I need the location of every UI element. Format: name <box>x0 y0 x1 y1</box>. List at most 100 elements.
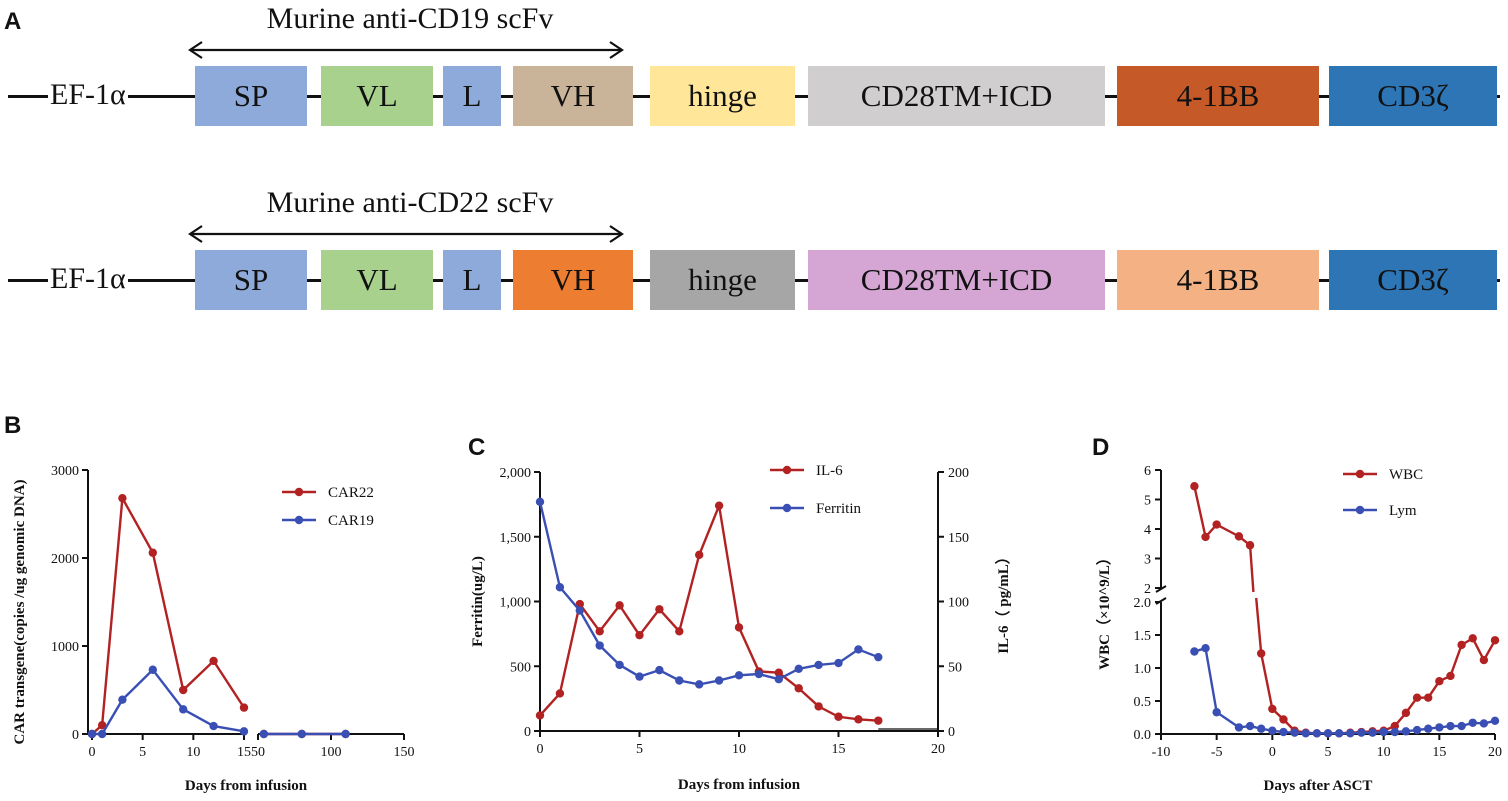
lym-point <box>1368 728 1377 737</box>
il-6-point <box>814 702 823 711</box>
wbc-point <box>1479 655 1489 665</box>
lym-point <box>1357 728 1366 737</box>
y-axis-title-right: IL-6（ pg/mL） <box>994 549 1012 654</box>
il-6-point <box>555 689 565 698</box>
segment-vl: VL <box>321 66 433 126</box>
x-tick-label: -5 <box>1211 745 1223 760</box>
y-tick-label-left: 1,500 <box>500 531 532 546</box>
y-tick-label-upper: 3 <box>1144 553 1151 568</box>
ferritin-point <box>854 645 863 654</box>
lym-point <box>1435 723 1444 732</box>
lym-point <box>1279 727 1288 737</box>
segment-cd28tm-icd: CD28TM+ICD <box>808 250 1105 310</box>
lym-point <box>1424 724 1433 733</box>
car22-point <box>148 548 157 557</box>
lym-point <box>1334 729 1344 738</box>
segment-4-1bb: 4-1BB <box>1117 250 1319 310</box>
wbc-legend-label: WBC <box>1389 467 1423 483</box>
segment-vh: VH <box>513 66 633 126</box>
x-axis-title: Days after ASCT <box>1264 778 1373 794</box>
lym-legend-marker <box>1355 505 1365 515</box>
car22-line <box>91 494 246 735</box>
car22-point <box>239 703 249 712</box>
x-tick-label: 5 <box>1325 745 1332 760</box>
x-tick-label: 10 <box>1377 745 1391 760</box>
lym-point <box>1234 723 1244 732</box>
ferritin-point <box>675 676 684 685</box>
ferritin-point <box>615 660 624 670</box>
x-tick-label: 100 <box>321 745 342 760</box>
wbc-point <box>1212 520 1221 529</box>
car19-point <box>87 729 97 739</box>
car19-legend-marker <box>294 515 304 525</box>
car19-point <box>209 721 218 731</box>
y-tick-label-left: 0 <box>524 725 531 740</box>
ferritin-point <box>754 669 764 679</box>
y-tick-label-upper: 2 <box>1144 582 1151 597</box>
il-6-legend-marker <box>782 465 792 475</box>
lym-point <box>1457 721 1466 731</box>
ferritin-legend-marker <box>782 503 792 513</box>
wbc-point <box>1490 636 1500 645</box>
segment-cd3-: CD3ζ <box>1329 66 1497 126</box>
x-tick-label: -10 <box>1152 745 1171 760</box>
car22-point <box>118 493 127 503</box>
wbc-point <box>1412 693 1422 702</box>
ferritin-point <box>794 664 803 674</box>
car19-legend-label: CAR19 <box>328 513 374 529</box>
x-tick-label: 20 <box>1488 745 1502 760</box>
y-tick-label-right: 50 <box>948 660 962 675</box>
car19-point <box>341 729 350 739</box>
promoter-label: EF-1α <box>48 78 128 111</box>
lym-point <box>1312 729 1322 738</box>
y-axis-title-left: Ferritin(ug/L) <box>470 556 486 647</box>
wbc-point <box>1279 715 1288 724</box>
car22-point <box>97 721 107 730</box>
segment-vh: VH <box>513 250 633 310</box>
il-6-point <box>655 605 664 614</box>
lym-point <box>1257 724 1266 733</box>
panel-label-a: A <box>4 8 22 35</box>
ferritin-point <box>834 658 843 668</box>
ferritin-point <box>575 606 584 615</box>
car19-point <box>97 729 107 739</box>
x-tick-label: 10 <box>732 742 746 757</box>
wbc-point <box>1257 649 1266 658</box>
ferritin-point <box>535 497 545 506</box>
wbc-point <box>1390 721 1399 731</box>
ferritin-point <box>714 676 724 685</box>
y-tick-label: 3000 <box>51 464 79 479</box>
lym-point <box>1290 728 1299 737</box>
car22-point <box>209 656 218 666</box>
wbc-point <box>1268 704 1277 714</box>
il-6-point <box>794 684 803 693</box>
il-6-point <box>615 601 624 610</box>
wbc-point <box>1457 640 1466 650</box>
il-6-line <box>539 501 879 722</box>
scfv-title: Murine anti-CD22 scFv <box>266 186 554 219</box>
x-tick-label: 20 <box>931 742 945 757</box>
x-tick-label: 0 <box>1269 745 1276 760</box>
lym-point <box>1190 647 1199 656</box>
ferritin-point <box>695 680 704 689</box>
il-6-point <box>834 712 843 721</box>
car19-point <box>179 705 188 714</box>
wbc-point <box>1234 532 1244 541</box>
y-tick-label-right: 200 <box>948 466 969 481</box>
ferritin-point <box>555 583 565 592</box>
ferritin-point <box>814 660 823 670</box>
x-tick-label: 50 <box>251 745 265 760</box>
y-axis-title: CAR transgene(copies /ug genomic DNA) <box>12 480 28 745</box>
il-6-point <box>774 668 783 677</box>
lym-point <box>1446 721 1455 731</box>
lym-point <box>1401 727 1411 736</box>
segment-hinge: hinge <box>650 250 795 310</box>
il-6-point <box>595 627 604 636</box>
y-tick-label-upper: 4 <box>1144 523 1151 538</box>
x-tick-label: 15 <box>237 745 251 760</box>
il-6-point <box>695 550 704 560</box>
lym-legend-label: Lym <box>1389 503 1417 519</box>
wbc-point <box>1245 541 1255 550</box>
il-6-point <box>874 716 883 725</box>
car22-legend-marker <box>294 487 304 497</box>
